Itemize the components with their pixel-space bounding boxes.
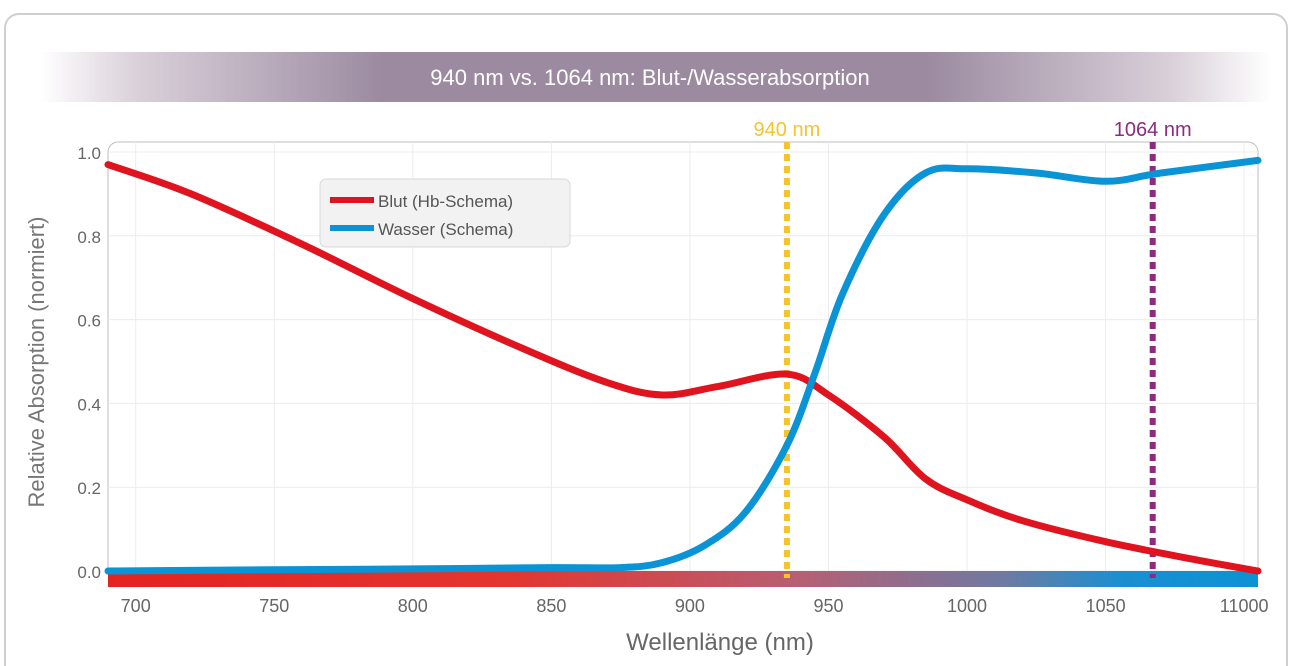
series-line-blut: [104, 161, 1262, 575]
y-tick-label: 0.4: [77, 395, 101, 414]
y-tick-label: 1.0: [77, 144, 101, 163]
chart-title: 940 nm vs. 1064 nm: Blut-/Wasserabsorpti…: [430, 65, 869, 90]
legend-label-wasser: Wasser (Schema): [378, 220, 513, 239]
wavelength-markers: 940 nm 1064 nm: [754, 119, 1192, 578]
series-lines: [104, 156, 1262, 575]
y-tick-label: 0.8: [77, 228, 101, 247]
x-axis-ticks: 700 750 800 850 900 950 1000 1050 11000: [121, 596, 1269, 616]
x-tick-label: 800: [398, 596, 428, 616]
legend-box: [319, 178, 571, 248]
x-tick-label: 1000: [947, 596, 987, 616]
marker-label: 1064 nm: [1114, 119, 1192, 141]
x-tick-label: 700: [121, 596, 151, 616]
x-tick-label: 900: [675, 596, 705, 616]
x-axis-label: Wellenlänge (nm): [626, 629, 814, 656]
marker-label: 940 nm: [754, 119, 821, 141]
title-band: [40, 52, 1270, 102]
x-tick-label: 750: [259, 596, 289, 616]
y-axis-label: Relative Absorption (normiert): [24, 216, 49, 507]
grid: [108, 142, 1258, 578]
legend-label-blut: Blut (Hb-Schema): [378, 192, 513, 211]
spectrum-bar: [108, 571, 1258, 587]
x-tick-label: 950: [813, 596, 843, 616]
x-tick-label: 11000: [1220, 596, 1269, 616]
series-line-wasser: [104, 156, 1262, 575]
plot-area: [107, 141, 1259, 579]
y-tick-label: 0.0: [77, 563, 101, 582]
x-tick-label: 1050: [1086, 596, 1126, 616]
y-tick-label: 0.6: [77, 312, 101, 331]
legend: Blut (Hb-Schema) Wasser (Schema): [319, 178, 571, 248]
y-tick-label: 0.2: [77, 479, 101, 498]
y-axis-ticks: 0.0 0.2 0.4 0.6 0.8 1.0: [77, 144, 101, 582]
x-tick-label: 850: [536, 596, 566, 616]
